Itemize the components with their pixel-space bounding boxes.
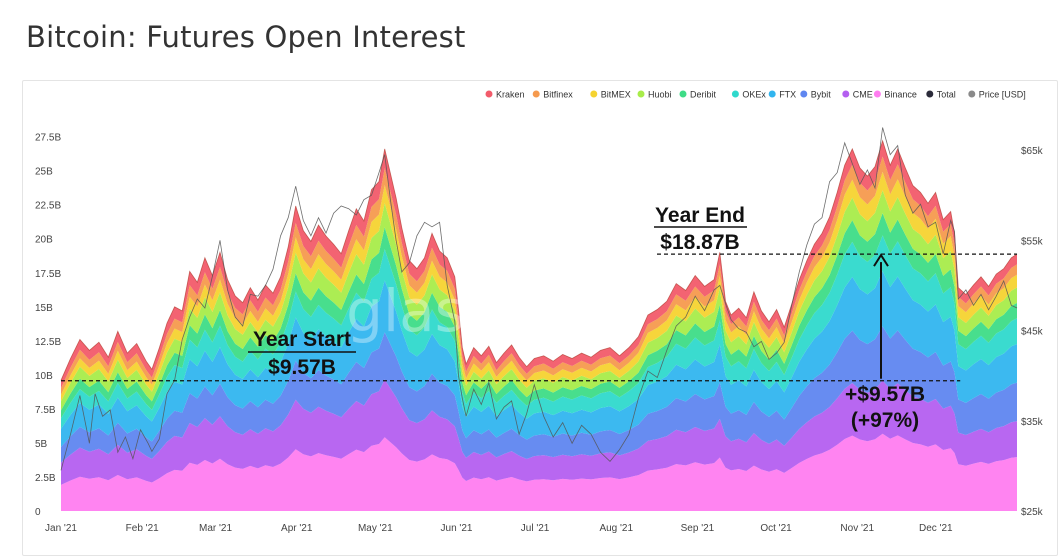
- legend-label: Binance: [884, 90, 917, 100]
- y-right-tick-label: $35k: [1021, 417, 1044, 428]
- legend-dot-total: [926, 90, 934, 98]
- x-tick-label: Jul '21: [521, 523, 550, 534]
- legend-dot-binance: [873, 90, 881, 98]
- legend-label: Bybit: [811, 90, 832, 100]
- change-percent: (+97%): [851, 409, 919, 432]
- y-left-tick-label: 25B: [35, 167, 53, 178]
- page-title: Bitcoin: Futures Open Interest: [26, 20, 466, 54]
- x-tick-label: Mar '21: [199, 523, 232, 534]
- y-left-tick-label: 17.5B: [35, 269, 61, 280]
- area-binance: [61, 433, 1017, 511]
- x-tick-label: Oct '21: [760, 523, 792, 534]
- x-tick-label: Sep '21: [681, 523, 715, 534]
- y-left-tick-label: 15B: [35, 303, 53, 314]
- y-left-tick-label: 5B: [35, 439, 48, 450]
- legend-label: Deribit: [690, 90, 717, 100]
- legend-dot-huobi: [637, 90, 645, 98]
- area-kraken: [61, 140, 1017, 389]
- y-left-tick-label: 27.5B: [35, 133, 61, 144]
- y-right-tick-label: $25k: [1021, 507, 1044, 518]
- legend-dot-bybit: [800, 90, 808, 98]
- legend-label: BitMEX: [601, 90, 631, 100]
- year-start-label: Year Start: [253, 328, 351, 351]
- legend-dot-bitmex: [590, 90, 598, 98]
- change-arrow-head: [873, 253, 889, 267]
- chart-card: 0 2.5B 5B 7.5B 10B 12.5B 15B 17.5B 20B 22.5B 25B 27…: [22, 80, 1058, 556]
- area-bitfinex: [61, 156, 1017, 395]
- y-left-tick-label: 20B: [35, 235, 53, 246]
- area-cme: [61, 379, 1017, 485]
- area-ftx: [61, 271, 1017, 447]
- legend-label: Total: [937, 90, 956, 100]
- y-left-tick-label: 7.5B: [35, 405, 56, 416]
- legend-dot-cme: [842, 90, 850, 98]
- watermark: glassnode: [346, 277, 640, 345]
- year-end-value: $18.87B: [660, 231, 739, 254]
- year-start-value: $9.57B: [268, 356, 336, 379]
- area-deribit: [61, 213, 1017, 419]
- legend-label: Huobi: [648, 90, 672, 100]
- price-line: [60, 127, 1018, 471]
- y-left-tick-label: 12.5B: [35, 337, 61, 348]
- x-tick-label: Apr '21: [281, 523, 313, 534]
- y-left-tick-label: 22.5B: [35, 201, 61, 212]
- y-right-tick-label: $65k: [1021, 146, 1044, 157]
- y-left-tick-label: 0: [35, 507, 41, 518]
- total-line: [60, 139, 1018, 381]
- x-tick-label: Jan '21: [45, 523, 77, 534]
- legend-label: Kraken: [496, 90, 525, 100]
- legend-dot-priceusd: [968, 90, 976, 98]
- legend: Kraken Bitfinex BitMEX Huobi Deribit OKEx FTX B…: [485, 90, 1026, 100]
- legend-label: Price [USD]: [979, 90, 1026, 100]
- legend-label: CME: [853, 90, 873, 100]
- x-tick-label: Feb '21: [126, 523, 159, 534]
- legend-label: OKEx: [742, 90, 766, 100]
- legend-dot-bitfinex: [532, 90, 540, 98]
- area-huobi: [61, 190, 1017, 411]
- area-bitmex: [61, 171, 1017, 402]
- open-interest-chart[interactable]: 0 2.5B 5B 7.5B 10B 12.5B 15B 17.5B 20B 22.5B 25B 27…: [23, 81, 1057, 555]
- y-right-tick-label: $55k: [1021, 236, 1044, 247]
- legend-dot-okex: [731, 90, 739, 98]
- area-bybit: [61, 326, 1017, 463]
- y-left-tick-label: 2.5B: [35, 473, 56, 484]
- legend-dot-kraken: [485, 90, 493, 98]
- legend-label: FTX: [779, 90, 796, 100]
- y-left-tick-label: 10B: [35, 371, 53, 382]
- y-right-tick-label: $45k: [1021, 327, 1044, 338]
- year-end-label: Year End: [655, 204, 745, 227]
- legend-dot-ftx: [768, 90, 776, 98]
- legend-dot-deribit: [679, 90, 687, 98]
- x-tick-label: Dec '21: [919, 523, 953, 534]
- change-value: +$9.57B: [845, 383, 925, 406]
- x-tick-label: Aug '21: [599, 523, 633, 534]
- legend-label: Bitfinex: [543, 90, 573, 100]
- x-tick-label: Nov '21: [840, 523, 874, 534]
- x-tick-label: Jun '21: [441, 523, 473, 534]
- x-tick-label: May '21: [358, 523, 393, 534]
